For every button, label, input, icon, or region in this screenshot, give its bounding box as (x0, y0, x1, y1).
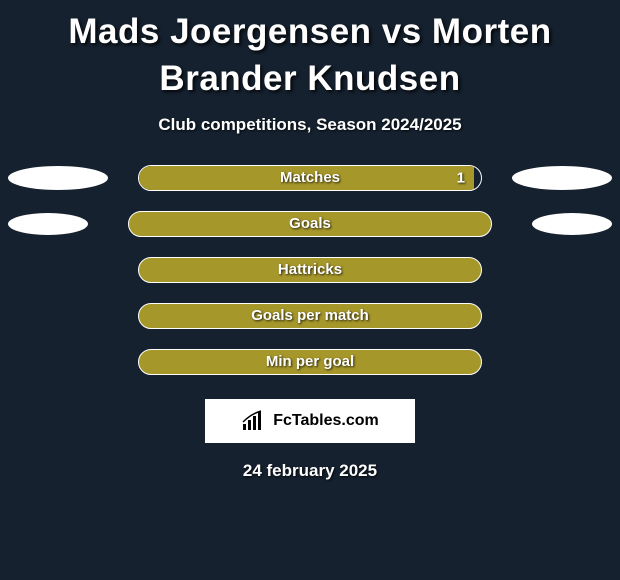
stat-row: Hattricks (8, 257, 612, 283)
stat-bar: Min per goal (138, 349, 482, 375)
date-text: 24 february 2025 (0, 461, 620, 481)
left-indicator-pill (8, 166, 108, 190)
logo-box: FcTables.com (205, 399, 415, 443)
stat-row: Min per goal (8, 349, 612, 375)
stat-value-right: 1 (457, 169, 465, 186)
stat-row: Goals per match (8, 303, 612, 329)
page-title: Mads Joergensen vs Morten Brander Knudse… (0, 8, 620, 103)
stat-bar: Goals (128, 211, 492, 237)
left-indicator-pill (8, 213, 88, 235)
logo-text: FcTables.com (273, 412, 379, 430)
subtitle: Club competitions, Season 2024/2025 (0, 115, 620, 135)
stat-bar: Hattricks (138, 257, 482, 283)
bar-chart-icon (241, 410, 269, 432)
stat-bar: Matches 1 (138, 165, 482, 191)
stat-label: Matches (280, 169, 340, 186)
right-indicator-pill (532, 213, 612, 235)
right-indicator-pill (512, 166, 612, 190)
stat-bar: Goals per match (138, 303, 482, 329)
stat-row: Matches 1 (8, 165, 612, 191)
stat-label: Min per goal (266, 353, 354, 370)
stat-label: Goals per match (251, 307, 369, 324)
stat-label: Hattricks (278, 261, 342, 278)
stat-row: Goals (8, 211, 612, 237)
stat-rows: Matches 1 Goals Hattricks Goals per match Min… (0, 165, 620, 375)
comparison-card: Mads Joergensen vs Morten Brander Knudse… (0, 0, 620, 481)
stat-label: Goals (289, 215, 331, 232)
